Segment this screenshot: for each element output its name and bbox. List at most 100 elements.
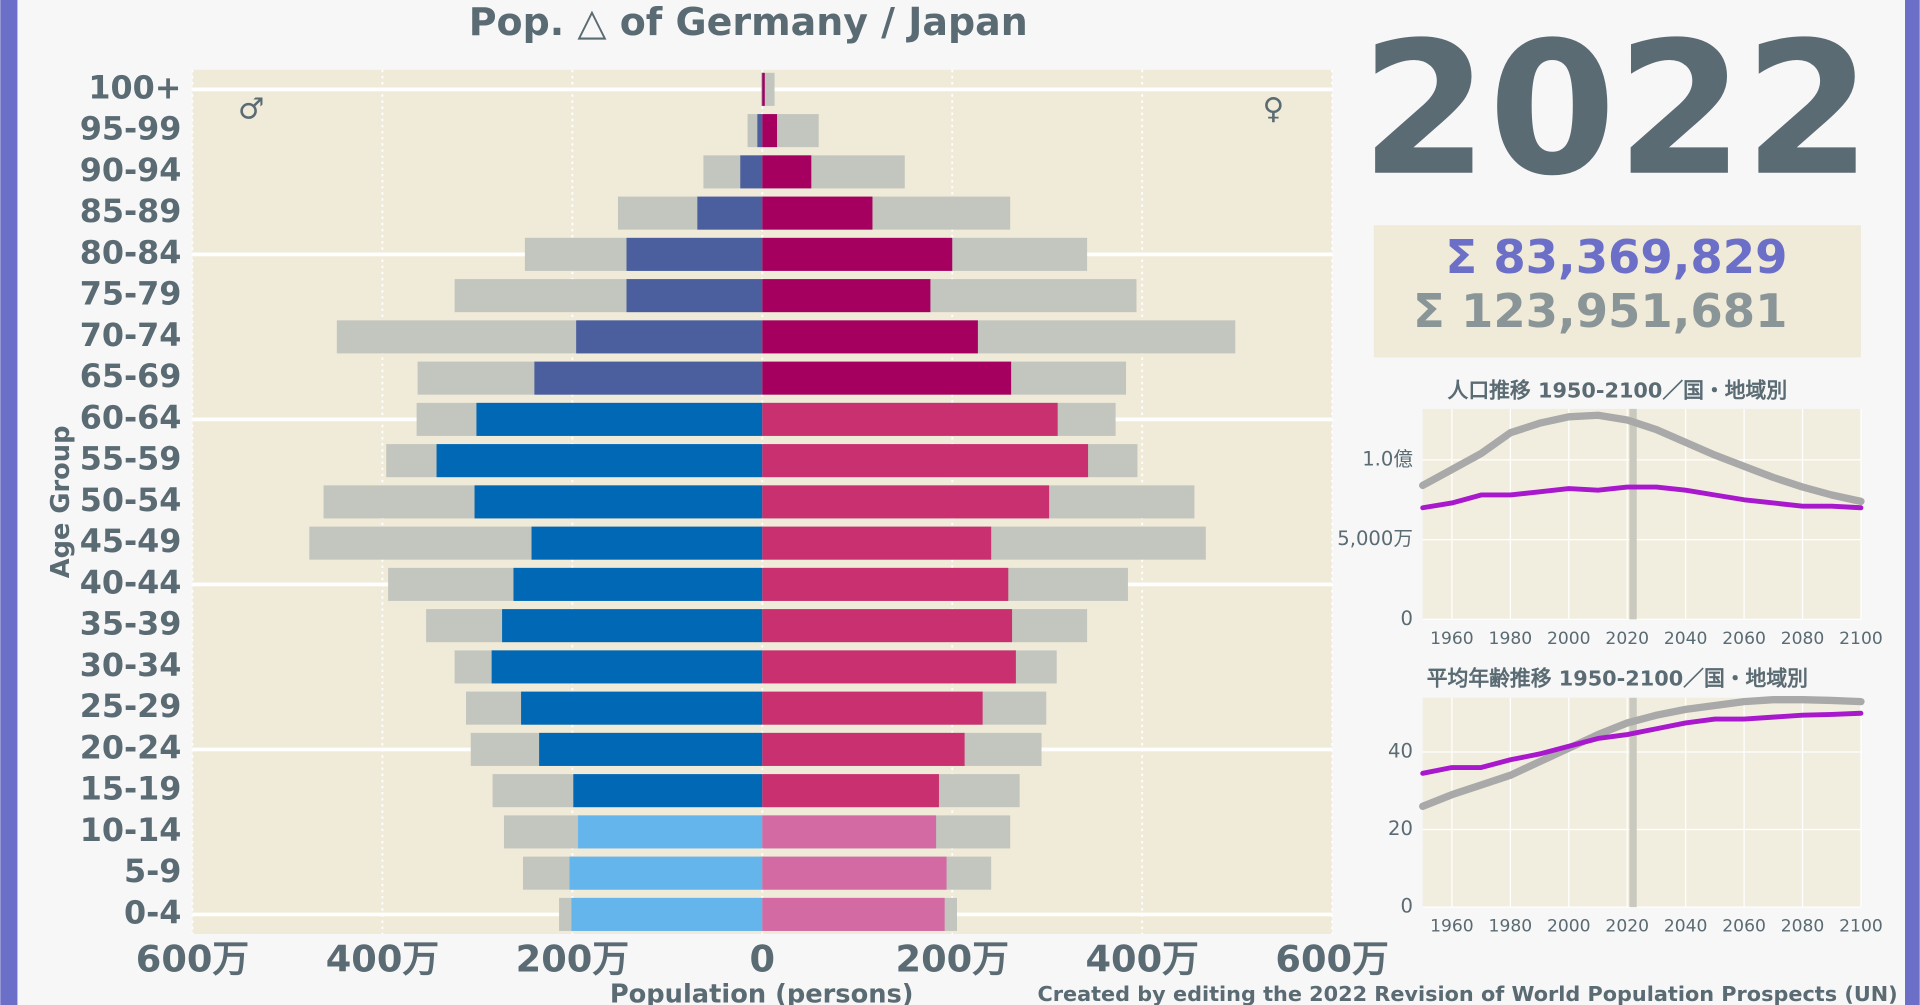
y-tick-label: 40 — [1388, 740, 1413, 763]
total-germany: Σ 83,369,829 — [1445, 230, 1787, 284]
bar — [762, 320, 978, 354]
chart-title: 平均年齢推移 1950-2100／国・地域別 — [1427, 666, 1808, 690]
x-tick-label: 2080 — [1781, 629, 1825, 649]
y-tick-label: 10-14 — [80, 811, 182, 849]
y-tick-label: 0 — [1400, 895, 1412, 918]
y-tick-label: 55-59 — [80, 440, 182, 478]
bar — [762, 444, 1089, 478]
bar — [626, 237, 763, 271]
chart-title: Pop. △ of Germany / Japan — [469, 0, 1028, 44]
bar — [740, 155, 763, 189]
credit: Created by editing the 2022 Revision of … — [1037, 982, 1897, 1005]
bar — [697, 196, 763, 230]
x-tick-label: 2040 — [1664, 629, 1708, 649]
y-tick-label: 80-84 — [80, 233, 182, 271]
x-tick-label: 2100 — [1839, 917, 1883, 937]
bar — [762, 402, 1058, 436]
y-tick-label: 1.0億 — [1362, 447, 1413, 470]
bar — [762, 361, 1012, 395]
y-tick-label: 65-69 — [80, 357, 182, 395]
bar — [762, 237, 953, 271]
y-tick-label: 0 — [1400, 607, 1412, 630]
x-tick-label: 2060 — [1722, 917, 1766, 937]
x-tick-label: 600万 — [1275, 937, 1388, 980]
bar — [762, 526, 992, 560]
x-tick-label: 1960 — [1430, 629, 1474, 649]
y-tick-label: 5,000万 — [1337, 527, 1413, 550]
bar — [762, 897, 945, 931]
bar — [578, 815, 763, 849]
x-tick-label: 2020 — [1605, 629, 1649, 649]
bar — [571, 897, 763, 931]
x-tick-label: 2040 — [1664, 917, 1708, 937]
y-tick-label: 20-24 — [80, 728, 182, 766]
y-tick-label: 20 — [1388, 817, 1413, 840]
x-tick-label: 200万 — [896, 937, 1009, 980]
bar — [762, 732, 965, 766]
x-tick-label: 0 — [750, 937, 776, 980]
bar — [539, 732, 763, 766]
bar — [762, 609, 1013, 643]
line — [1420, 484, 1864, 511]
total-japan: Σ 123,951,681 — [1413, 284, 1787, 338]
bar — [576, 320, 763, 354]
left-border — [0, 0, 18, 1005]
right-border — [1905, 0, 1920, 1005]
y-tick-label: 15-19 — [80, 770, 182, 808]
x-tick-label: 2000 — [1547, 917, 1591, 937]
x-axis-label: Population (persons) — [610, 980, 914, 1005]
y-tick-label: 100+ — [88, 68, 181, 106]
totals-box — [1373, 225, 1861, 358]
bar — [762, 774, 939, 808]
y-tick-label: 0-4 — [124, 893, 181, 931]
x-tick-label: 400万 — [1086, 937, 1199, 980]
x-tick-label: 1980 — [1489, 917, 1533, 937]
bar — [762, 815, 937, 849]
y-tick-label: 60-64 — [80, 398, 182, 436]
line — [1419, 696, 1865, 810]
chart-title: 人口推移 1950-2100／国・地域別 — [1448, 379, 1788, 403]
x-tick-label: 1980 — [1489, 629, 1533, 649]
x-tick-label: 1960 — [1430, 917, 1474, 937]
bar — [569, 856, 763, 890]
bar — [762, 155, 812, 189]
bar — [513, 567, 763, 601]
bar — [762, 114, 778, 148]
line — [1420, 710, 1864, 776]
bar — [534, 361, 763, 395]
bar — [762, 72, 765, 106]
bar — [762, 279, 931, 313]
y-tick-label: 75-79 — [80, 275, 182, 313]
y-tick-label: 50-54 — [80, 481, 182, 519]
bar — [626, 279, 763, 313]
x-tick-label: 2100 — [1839, 629, 1883, 649]
bar — [762, 485, 1050, 519]
plot-area — [1422, 697, 1861, 908]
y-tick-label: 70-74 — [80, 316, 182, 354]
bar — [762, 650, 1016, 684]
year: 2022 — [1361, 4, 1872, 217]
y-tick-label: 25-29 — [80, 687, 182, 725]
y-tick-label: 95-99 — [80, 110, 182, 148]
bar — [531, 526, 763, 560]
x-tick-label: 600万 — [136, 937, 249, 980]
bar — [762, 691, 983, 725]
y-tick-label: 45-49 — [80, 522, 182, 560]
bar — [762, 567, 1009, 601]
x-tick-label: 2080 — [1781, 917, 1825, 937]
female-symbol: ♀ — [1263, 92, 1285, 126]
y-tick-label: 40-44 — [80, 563, 182, 601]
x-tick-label: 400万 — [326, 937, 439, 980]
bar — [757, 114, 763, 148]
bar — [762, 196, 873, 230]
x-tick-label: 2000 — [1547, 629, 1591, 649]
x-tick-label: 2060 — [1722, 629, 1766, 649]
bar — [436, 444, 763, 478]
x-tick-label: 200万 — [516, 937, 629, 980]
bar — [474, 485, 763, 519]
male-symbol: ♂ — [238, 92, 264, 126]
y-tick-label: 90-94 — [80, 151, 182, 189]
y-tick-label: 5-9 — [124, 852, 181, 890]
bar — [762, 72, 775, 106]
